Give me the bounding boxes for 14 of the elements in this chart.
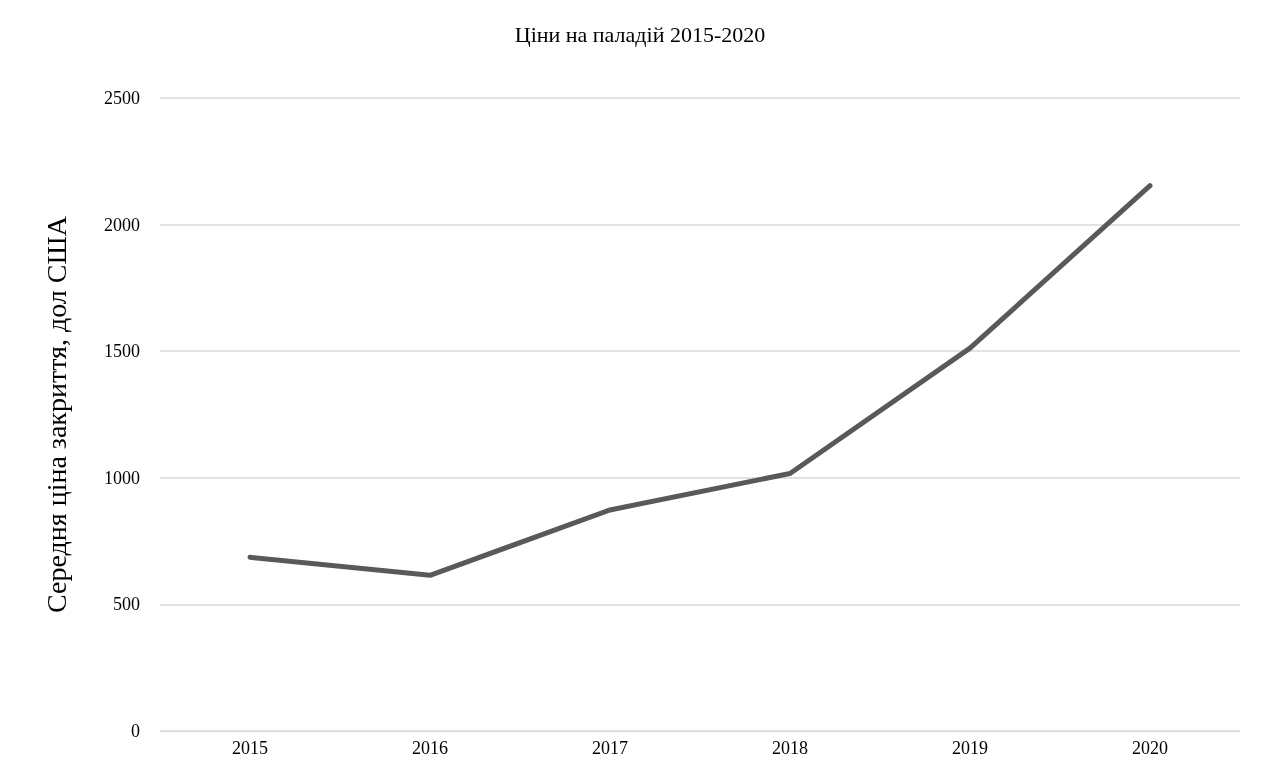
x-tick-label: 2015 <box>232 738 268 758</box>
y-tick-label: 1000 <box>104 467 140 488</box>
x-tick-label: 2017 <box>592 738 628 758</box>
x-tick-label: 2018 <box>772 738 808 758</box>
x-tick-label: 2020 <box>1132 738 1168 758</box>
chart-title: Ціни на паладій 2015-2020 <box>514 21 766 47</box>
y-tick-label: 1500 <box>104 341 140 362</box>
x-tick-label: 2016 <box>412 738 448 758</box>
y-axis-title: Середня ціна закриття, дол США <box>40 215 72 613</box>
y-tick-label: 2500 <box>104 88 140 108</box>
y-tick-label: 500 <box>113 594 140 615</box>
y-tick-label: 2000 <box>104 214 140 235</box>
y-tick-label: 0 <box>131 721 140 741</box>
x-tick-label: 2019 <box>952 738 988 758</box>
